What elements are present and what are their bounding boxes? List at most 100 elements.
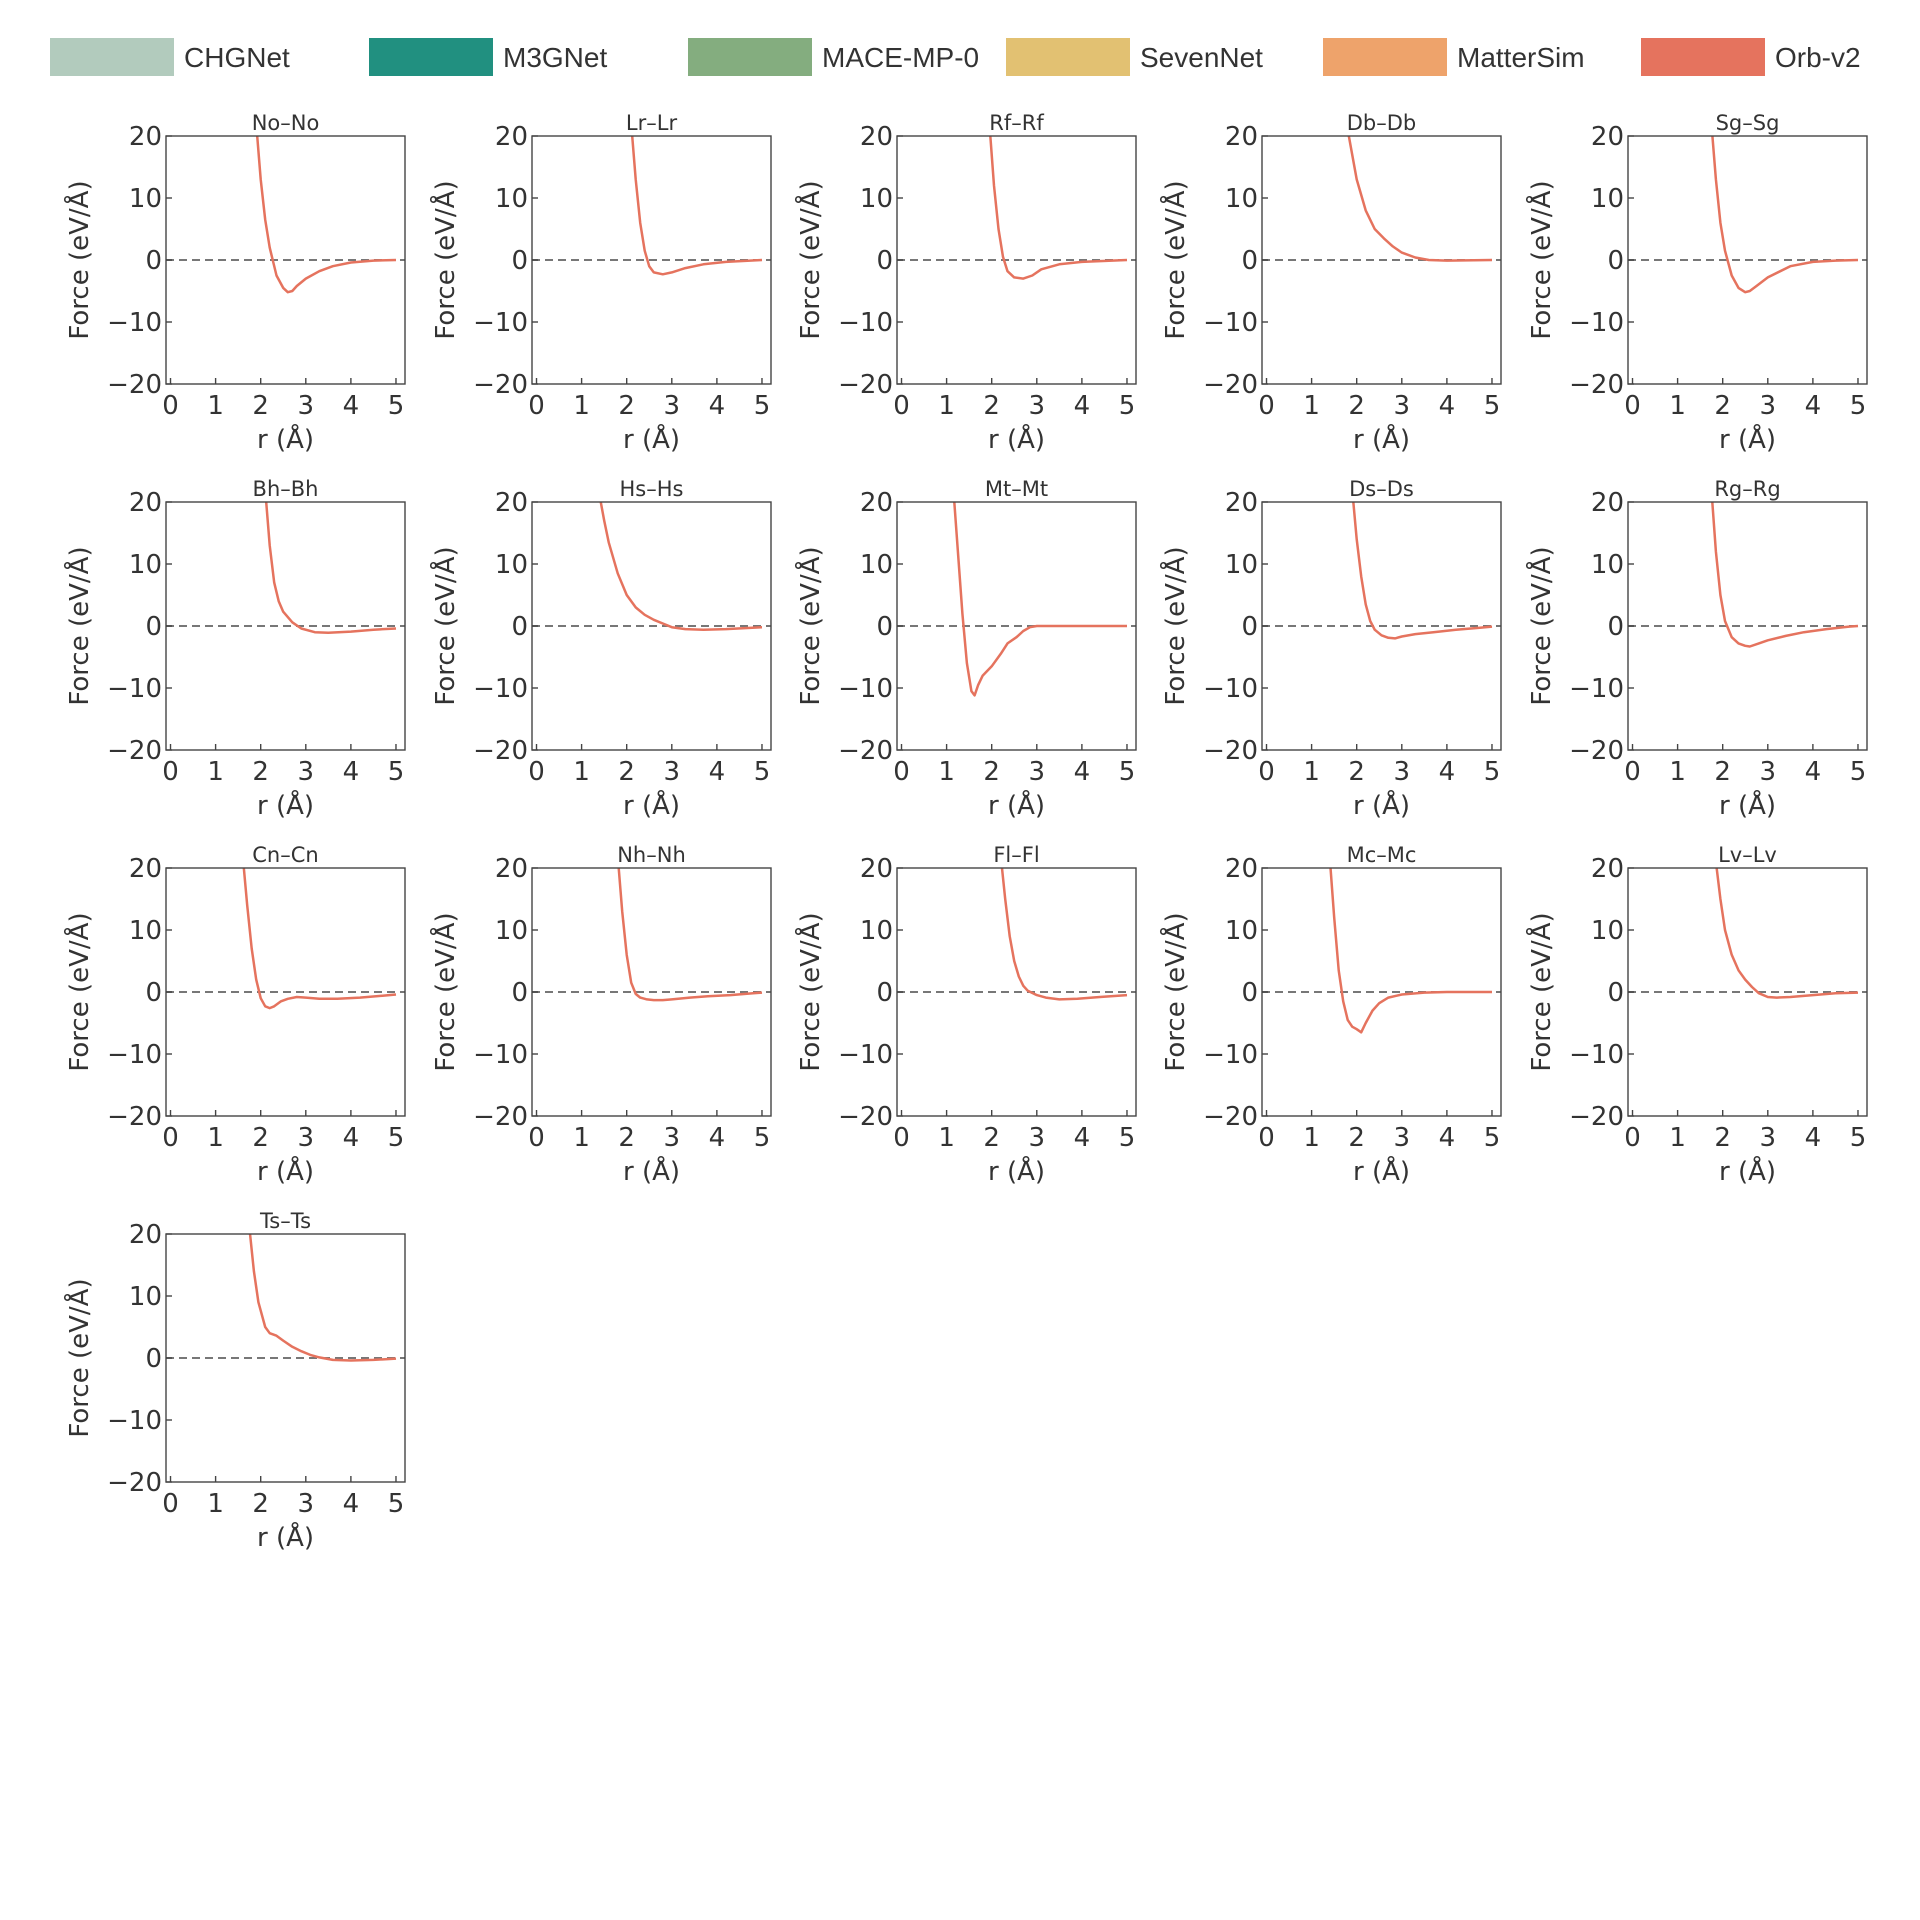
x-axis-label: r (Å) <box>257 789 314 821</box>
x-tick-label: 0 <box>1258 1123 1275 1153</box>
y-tick-label: −10 <box>473 308 528 338</box>
y-tick-label: 20 <box>860 854 893 884</box>
series-line <box>630 136 763 276</box>
x-tick-label: 2 <box>1714 391 1731 421</box>
x-tick-label: 5 <box>754 391 771 421</box>
x-tick-label: 2 <box>1348 757 1365 787</box>
legend-label: SevenNet <box>1140 42 1263 73</box>
y-axis-label: Force (eV/Å) <box>63 546 95 705</box>
subplot-title: Rg–Rg <box>1714 477 1780 501</box>
x-tick-label: 1 <box>573 391 590 421</box>
subplot-title: No–No <box>252 111 320 135</box>
y-tick-label: 10 <box>1225 916 1258 946</box>
x-axis-label: r (Å) <box>623 423 680 455</box>
y-axis-label: Force (eV/Å) <box>429 180 461 339</box>
series-line <box>264 502 397 635</box>
x-tick-label: 2 <box>618 757 635 787</box>
x-tick-label: 1 <box>207 1489 224 1519</box>
legend-label: CHGNet <box>184 42 290 73</box>
y-tick-label: 10 <box>495 916 528 946</box>
series-line <box>1329 868 1492 1034</box>
x-tick-label: 0 <box>162 391 179 421</box>
x-tick-label: 3 <box>1394 757 1411 787</box>
y-tick-label: 0 <box>876 978 893 1008</box>
y-tick-label: −10 <box>107 1040 162 1070</box>
y-tick-label: 20 <box>495 488 528 518</box>
x-tick-label: 2 <box>252 391 269 421</box>
y-tick-label: 10 <box>1225 184 1258 214</box>
legend-swatch <box>50 38 174 76</box>
y-tick-label: 20 <box>129 122 162 152</box>
x-tick-label: 3 <box>1760 1123 1777 1153</box>
x-axis-label: r (Å) <box>988 789 1045 821</box>
x-tick-label: 5 <box>1484 757 1501 787</box>
y-tick-label: 10 <box>129 550 162 580</box>
x-tick-label: 0 <box>1258 391 1275 421</box>
y-tick-label: −10 <box>1203 308 1258 338</box>
x-tick-label: 4 <box>1439 1123 1456 1153</box>
y-tick-label: 20 <box>860 122 893 152</box>
x-tick-label: 1 <box>1669 391 1686 421</box>
y-tick-label: 10 <box>129 1282 162 1312</box>
x-tick-label: 4 <box>1805 1123 1822 1153</box>
x-tick-label: 2 <box>252 1123 269 1153</box>
x-tick-label: 1 <box>1303 1123 1320 1153</box>
x-tick-label: 4 <box>343 1123 360 1153</box>
x-tick-label: 0 <box>1624 391 1641 421</box>
x-tick-label: 5 <box>388 757 405 787</box>
y-axis-label: Force (eV/Å) <box>1525 912 1557 1071</box>
x-tick-label: 4 <box>709 1123 726 1153</box>
y-tick-label: 20 <box>1591 854 1624 884</box>
subplot-title: Db–Db <box>1347 111 1417 135</box>
y-tick-label: 0 <box>1607 246 1624 276</box>
y-tick-label: −20 <box>473 1102 528 1132</box>
subplot-title: Rf–Rf <box>989 111 1044 135</box>
x-tick-label: 0 <box>528 1123 545 1153</box>
x-axis-label: r (Å) <box>623 1155 680 1187</box>
y-tick-label: −20 <box>1203 1102 1258 1132</box>
y-axis-label: Force (eV/Å) <box>1159 180 1191 339</box>
y-tick-label: 10 <box>495 184 528 214</box>
series-line <box>1000 868 1128 1001</box>
legend-label: M3GNet <box>503 42 608 73</box>
x-tick-label: 2 <box>252 1489 269 1519</box>
series-line <box>953 502 1127 697</box>
x-axis-label: r (Å) <box>1353 789 1410 821</box>
y-axis-label: Force (eV/Å) <box>1525 546 1557 705</box>
y-tick-label: −10 <box>107 308 162 338</box>
y-tick-label: 0 <box>1607 612 1624 642</box>
subplot-title: Ts–Ts <box>259 1209 311 1233</box>
y-tick-label: 0 <box>1241 246 1258 276</box>
x-tick-label: 0 <box>162 1489 179 1519</box>
x-tick-label: 5 <box>1850 391 1867 421</box>
x-axis-label: r (Å) <box>257 423 314 455</box>
y-tick-label: 10 <box>129 916 162 946</box>
x-tick-label: 1 <box>207 757 224 787</box>
x-tick-label: 4 <box>1439 391 1456 421</box>
x-tick-label: 3 <box>664 1123 681 1153</box>
x-tick-label: 5 <box>754 1123 771 1153</box>
x-tick-label: 2 <box>983 1123 1000 1153</box>
y-tick-label: −10 <box>838 674 893 704</box>
x-tick-label: 0 <box>893 757 910 787</box>
legend-label: Orb-v2 <box>1775 42 1861 73</box>
x-tick-label: 5 <box>1850 1123 1867 1153</box>
y-axis-label: Force (eV/Å) <box>794 180 826 339</box>
x-tick-label: 1 <box>207 1123 224 1153</box>
y-tick-label: 10 <box>860 184 893 214</box>
y-axis-label: Force (eV/Å) <box>63 912 95 1071</box>
y-tick-label: 20 <box>129 854 162 884</box>
y-tick-label: −10 <box>473 1040 528 1070</box>
subplot-title: Hs–Hs <box>620 477 684 501</box>
x-tick-label: 3 <box>1029 1123 1046 1153</box>
